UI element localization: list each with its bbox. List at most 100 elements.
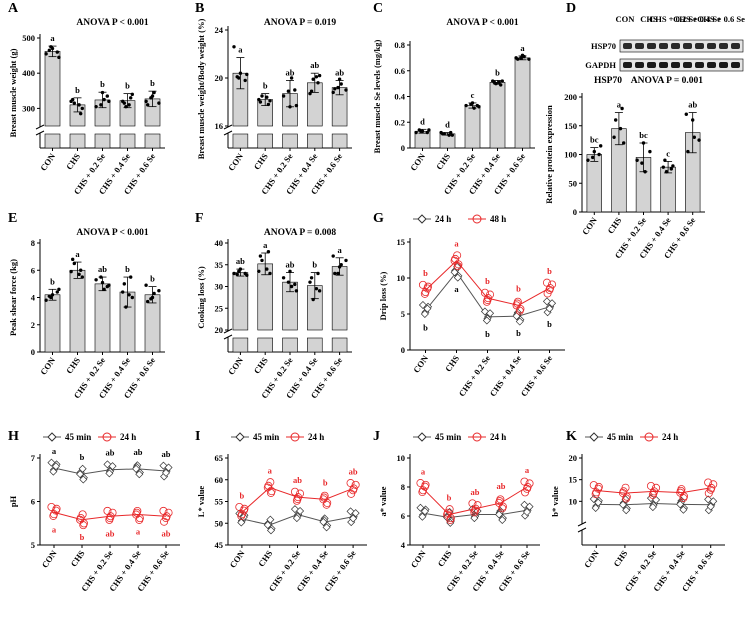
x-tick-label-C: CON	[408, 151, 428, 173]
data-point-D	[586, 158, 590, 162]
data-point-F	[258, 254, 263, 258]
blot-band	[671, 62, 680, 68]
data-point-I	[266, 478, 275, 487]
data-point-G	[515, 317, 524, 326]
y-tick-label-H: 5	[31, 540, 35, 550]
data-point-K	[704, 478, 713, 487]
data-point-A	[105, 94, 110, 98]
data-point-H	[105, 469, 114, 478]
blot-band	[683, 62, 692, 68]
data-point-B	[245, 72, 249, 77]
data-point-H	[49, 467, 58, 476]
data-point-A	[100, 90, 105, 95]
data-point-B	[337, 77, 342, 81]
data-point-K	[676, 500, 685, 509]
data-point-A	[79, 111, 83, 116]
data-point-A	[55, 50, 59, 54]
panel-label-I: I	[195, 429, 200, 444]
sig-letter-G: b	[423, 322, 428, 332]
y-axis-title-D: Relative protein expression	[544, 105, 554, 204]
data-point-G	[482, 316, 491, 325]
data-point-A	[144, 99, 148, 104]
data-point-F	[337, 265, 342, 269]
sig-letter-G: b	[485, 276, 490, 286]
data-point-H	[78, 510, 87, 519]
axis-break-mark-A	[35, 130, 45, 136]
data-point-I	[237, 518, 246, 527]
bar-F	[232, 272, 249, 331]
y-tick-label-H: 7	[31, 453, 36, 463]
sig-letter-H: b	[80, 452, 85, 462]
data-point-I	[239, 506, 248, 515]
sig-letter-I: a	[268, 466, 273, 476]
data-point-B	[260, 94, 264, 98]
data-point-K	[618, 500, 627, 509]
data-point-A	[94, 104, 98, 109]
data-point-E	[72, 261, 77, 266]
data-point-G	[548, 280, 557, 289]
data-point-F	[235, 272, 239, 277]
blot-band	[647, 43, 656, 49]
blot-row-label: GAPDH	[585, 60, 616, 70]
data-point-B	[266, 102, 271, 107]
data-point-E	[44, 298, 48, 302]
sig-letter-F: a	[263, 240, 268, 250]
x-tick-label-J: CON	[409, 548, 429, 570]
legend-label-J: 24 h	[490, 432, 506, 442]
data-point-G	[423, 284, 432, 293]
sig-letter-G: b	[547, 266, 552, 276]
data-point-D	[664, 170, 669, 174]
data-point-K	[709, 497, 718, 506]
data-point-B	[243, 78, 247, 83]
data-point-A	[121, 99, 125, 104]
axis-break-gap-A	[35, 127, 45, 133]
data-point-E	[47, 294, 51, 298]
data-point-D	[648, 149, 652, 154]
bar-E	[44, 294, 61, 353]
blot-band	[671, 43, 680, 49]
data-point-E	[130, 295, 134, 300]
data-point-A	[44, 52, 48, 56]
data-point-H	[51, 462, 60, 471]
data-point-G	[423, 304, 432, 313]
data-point-E	[102, 287, 106, 292]
blot-band	[635, 43, 644, 49]
x-tick-label-D: CHS	[605, 215, 623, 235]
data-point-I	[290, 487, 299, 496]
data-point-E	[100, 280, 105, 285]
bar-stub-B	[232, 133, 249, 149]
axis-break-gap-K	[577, 524, 587, 530]
data-point-A	[107, 99, 111, 104]
data-point-E	[55, 290, 59, 294]
legend-marker-K	[589, 432, 599, 442]
sig-letter-I: ab	[349, 466, 358, 476]
y-tick-label-E: 0	[31, 347, 35, 357]
data-point-F	[344, 258, 348, 263]
data-point-F	[293, 282, 297, 287]
data-point-J	[468, 499, 477, 508]
y-tick-label-I: 65	[215, 453, 224, 463]
data-point-G	[420, 289, 429, 298]
sig-letter-I: ab	[293, 475, 302, 485]
data-point-G	[486, 290, 495, 299]
panel-label-E: E	[8, 211, 17, 226]
data-point-C	[450, 133, 454, 137]
y-tick-label-E: 2	[31, 320, 35, 330]
data-point-H	[161, 514, 170, 523]
y-tick-label-E: 4	[31, 293, 36, 303]
data-point-I	[266, 515, 275, 524]
y-tick-label-C: 0	[401, 143, 405, 153]
blot-band	[695, 62, 704, 68]
y-tick-label-F: 20	[215, 325, 224, 335]
data-point-I	[263, 483, 272, 492]
sig-letter-B: b	[263, 81, 268, 91]
data-point-I	[349, 514, 358, 523]
data-point-B	[268, 99, 272, 103]
y-tick-label-F: 40	[215, 238, 224, 248]
sig-letter-G: b	[516, 328, 521, 338]
data-point-F	[257, 269, 261, 273]
legend-marker-I	[290, 432, 300, 442]
bar-stub-B	[257, 133, 273, 149]
data-point-H	[79, 475, 88, 484]
sig-letter-A: b	[125, 81, 130, 91]
